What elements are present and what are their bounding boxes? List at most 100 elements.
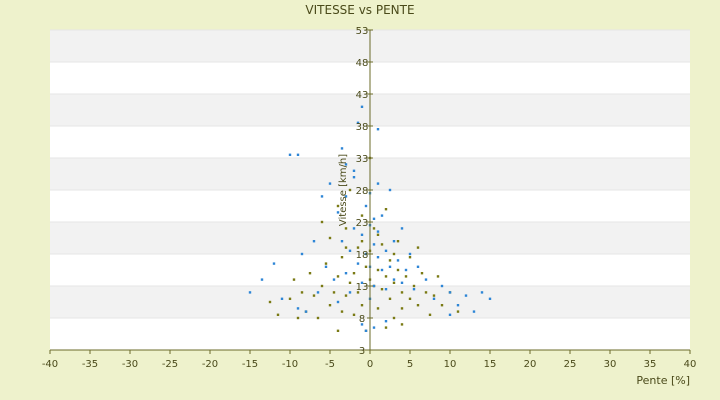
y-tick-label: 53 [356, 26, 369, 37]
data-point [352, 313, 356, 316]
data-point [364, 204, 368, 208]
data-point [372, 326, 376, 329]
data-point [336, 329, 340, 332]
data-point [364, 252, 368, 256]
data-point [308, 272, 312, 275]
data-point [440, 304, 444, 307]
data-point [268, 300, 272, 304]
data-point [380, 268, 384, 272]
data-point [360, 233, 364, 236]
data-point [292, 278, 296, 281]
x-tick-labels: -40 -35 -30 -25 -20 -15 -10 -5 0 5 10 15 20 25 30 35 40 [42, 350, 696, 370]
data-point [336, 204, 340, 208]
data-point [332, 278, 336, 281]
data-point [404, 275, 408, 278]
data-point [364, 329, 368, 332]
data-point [392, 240, 396, 243]
data-point [420, 272, 424, 275]
data-point [316, 316, 320, 320]
data-point [416, 265, 420, 268]
y-tick-label: 23 [356, 218, 369, 229]
data-point [300, 291, 304, 294]
y-tick-label: 8 [359, 314, 365, 325]
data-point [340, 310, 344, 313]
data-point [344, 294, 348, 297]
data-point [324, 262, 328, 265]
data-point [312, 294, 316, 297]
data-point [384, 320, 388, 323]
data-point [400, 323, 404, 326]
data-point [304, 310, 308, 313]
data-point [360, 240, 364, 243]
x-tick-label: 5 [407, 359, 413, 370]
data-point [348, 281, 352, 284]
data-point [380, 243, 384, 246]
data-point [376, 268, 380, 272]
data-point [360, 323, 364, 326]
data-point [432, 294, 436, 297]
y-tick-label: 38 [356, 122, 369, 133]
x-tick-label: -25 [162, 359, 178, 370]
data-point [392, 252, 396, 256]
data-point [288, 153, 292, 156]
data-point [376, 128, 380, 131]
data-point [360, 214, 364, 217]
data-point [440, 284, 444, 288]
data-point [276, 313, 280, 316]
x-tick-label: -40 [42, 359, 58, 370]
y-tick-label: 18 [356, 250, 369, 261]
data-point [344, 227, 348, 230]
data-point [408, 252, 412, 256]
data-point [348, 249, 352, 252]
x-tick-label: 20 [524, 359, 537, 370]
data-point [336, 275, 340, 278]
data-point [388, 259, 392, 262]
x-tick-label: 30 [604, 359, 617, 370]
data-point [408, 256, 412, 259]
data-point [412, 284, 416, 288]
data-point [384, 326, 388, 329]
data-point [356, 246, 360, 249]
data-point [312, 240, 316, 243]
data-point [380, 214, 384, 217]
data-point [320, 284, 324, 288]
data-point [360, 304, 364, 307]
data-point [384, 275, 388, 278]
data-point [372, 217, 376, 220]
x-tick-label: -5 [325, 359, 335, 370]
data-points [248, 105, 492, 332]
y-tick-label: 3 [359, 346, 365, 357]
data-point [384, 208, 388, 211]
data-point [352, 169, 356, 172]
data-point [464, 294, 468, 297]
x-tick-label: 10 [444, 359, 457, 370]
data-point [320, 195, 324, 198]
data-point [324, 265, 328, 268]
x-tick-label: 25 [564, 359, 577, 370]
data-point [448, 313, 452, 316]
chart-title: VITESSE vs PENTE [305, 3, 414, 17]
data-point [376, 230, 380, 233]
data-point [392, 278, 396, 281]
data-point [392, 316, 396, 320]
data-point [352, 176, 356, 179]
data-point [316, 291, 320, 294]
data-point [424, 278, 428, 281]
data-point [388, 265, 392, 268]
data-point [344, 195, 348, 198]
data-point [408, 297, 412, 300]
data-point [352, 227, 356, 230]
data-point [248, 291, 252, 294]
data-point [424, 291, 428, 294]
data-point [272, 262, 276, 265]
data-point [396, 259, 400, 262]
data-point [344, 163, 348, 166]
y-tick-label: 28 [356, 186, 369, 197]
x-tick-label: 15 [484, 359, 497, 370]
data-point [384, 288, 388, 291]
data-point [400, 307, 404, 310]
data-point [456, 304, 460, 307]
data-point [396, 268, 400, 272]
data-point [356, 262, 360, 265]
data-point [336, 211, 340, 214]
